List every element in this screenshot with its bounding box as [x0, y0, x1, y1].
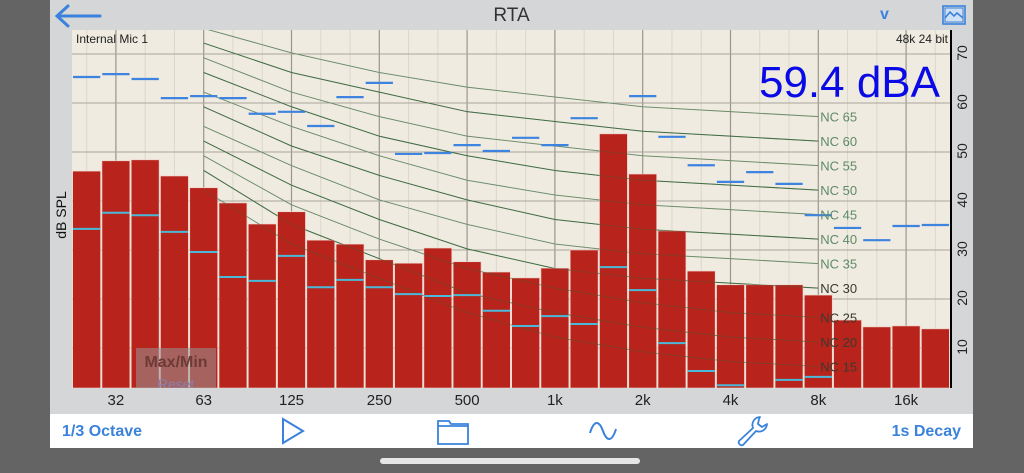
y-tick-label: 70	[954, 45, 970, 61]
level-bar	[452, 261, 482, 388]
nc-curve	[203, 91, 819, 216]
x-tick-label: 1k	[546, 392, 563, 409]
level-bar	[335, 243, 365, 388]
reset-label: Reset	[157, 376, 195, 388]
max-min-reset-button[interactable]: Max/Min Reset	[136, 348, 216, 388]
nc-curve-label: NC 15	[820, 359, 857, 374]
level-bar	[72, 170, 101, 388]
x-tick-label: 125	[278, 392, 305, 409]
y-tick-label: 10	[954, 339, 970, 355]
level-bar	[716, 284, 745, 388]
nc-curve	[203, 72, 819, 191]
nc-curve-label: NC 35	[820, 257, 857, 272]
rta-plot: NC 65 NC 60 NC 55 NC 50 NC 45 NC 40 NC 35 NC 30…	[72, 30, 950, 388]
wrench-icon[interactable]	[736, 415, 770, 447]
nc-curve-label: NC 25	[820, 310, 857, 325]
nc-curve-overlay	[203, 42, 819, 142]
level-bar	[774, 284, 804, 388]
x-tick-label: 500	[454, 392, 480, 409]
level-bar	[277, 211, 306, 388]
level-bar	[628, 173, 657, 388]
sine-wave-icon[interactable]	[588, 420, 618, 442]
nc-curve-label: NC 50	[820, 183, 857, 198]
x-tick-label: 4k	[722, 392, 739, 409]
x-tick-label: 2k	[634, 392, 651, 409]
y-tick-label: 60	[954, 94, 970, 110]
rta-app: RTA v dB SPL NC 65 NC 60 NC 55 NC 50 NC 45 NC…	[50, 0, 973, 448]
level-bar	[482, 271, 511, 388]
nc-curve-overlay	[203, 155, 819, 318]
level-bar	[394, 262, 423, 388]
nc-curve-label: NC 20	[820, 335, 857, 350]
input-label: Internal Mic 1	[76, 32, 149, 46]
arrow-left-icon[interactable]	[54, 4, 102, 28]
y-axis-line	[950, 30, 952, 388]
nc-curve-overlay	[203, 57, 819, 166]
nc-curve-label: NC 45	[820, 208, 857, 223]
nc-curve-label: NC 65	[820, 110, 857, 125]
nc-curve-overlay	[208, 30, 819, 117]
nc-curve-label: NC 60	[820, 134, 857, 149]
rta-chart: NC 65 NC 60 NC 55 NC 50 NC 45 NC 40 NC 35 NC 30…	[72, 30, 950, 388]
y-tick-label: 50	[954, 143, 970, 159]
nc-curve-label: NC 40	[820, 232, 857, 247]
level-bar	[365, 259, 394, 388]
level-bar	[686, 270, 716, 388]
level-bar	[833, 319, 862, 388]
x-tick-label: 8k	[810, 392, 827, 409]
decay-button[interactable]: 1s Decay	[891, 423, 961, 440]
level-bar	[248, 223, 277, 388]
level-readout: 59.4 dBA	[758, 58, 940, 107]
nc-curve-overlay	[203, 72, 819, 191]
level-bar	[306, 239, 335, 388]
level-bar	[891, 325, 921, 388]
page-title: RTA	[493, 5, 530, 26]
nc-curve-label: NC 30	[820, 281, 857, 296]
max-min-label: Max/Min	[144, 354, 208, 371]
level-bar	[218, 202, 248, 388]
x-tick-label: 63	[195, 392, 213, 409]
nav-bar: RTA v	[50, 0, 973, 30]
home-indicator[interactable]	[380, 458, 640, 464]
folder-icon[interactable]	[437, 417, 469, 445]
level-bar	[862, 326, 892, 388]
level-bar	[745, 284, 774, 388]
level-bar	[599, 133, 628, 388]
format-label: 48k 24 bit	[895, 32, 948, 46]
level-bar	[423, 247, 453, 388]
nc-curve-label: NC 55	[820, 159, 857, 174]
x-tick-label: 250	[366, 392, 392, 409]
x-tick-label: 32	[107, 392, 125, 409]
nc-curve-overlay	[203, 91, 819, 215]
bottom-toolbar: 1/3 Octave 1s Decay	[50, 414, 973, 448]
y-tick-label: 30	[954, 241, 970, 257]
image-graph-icon[interactable]	[942, 5, 966, 25]
y-tick-label: 40	[954, 192, 970, 208]
view-menu-button[interactable]: v	[880, 6, 889, 23]
x-tick-label: 16k	[894, 392, 919, 409]
level-bar	[511, 277, 540, 388]
play-icon[interactable]	[281, 417, 305, 445]
y-tick-label: 20	[954, 290, 970, 306]
nc-curve-overlay	[203, 140, 819, 289]
level-bar	[921, 328, 950, 388]
nc-curve-overlay	[203, 106, 819, 240]
nc-curve-overlay	[203, 126, 819, 264]
y-axis-title: dB SPL	[53, 191, 69, 239]
nc-curve-overlay	[203, 189, 819, 367]
level-bar	[657, 230, 687, 388]
nc-curve-overlay	[203, 170, 819, 343]
level-bar	[101, 160, 131, 388]
resolution-button[interactable]: 1/3 Octave	[62, 423, 143, 440]
